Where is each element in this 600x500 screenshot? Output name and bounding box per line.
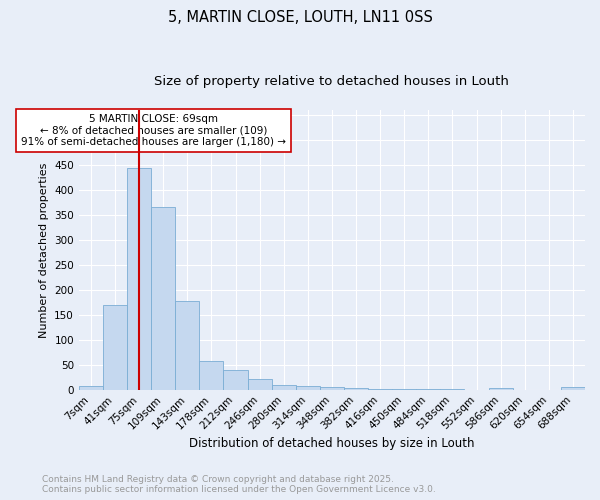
Bar — [272, 384, 296, 390]
Bar — [79, 386, 103, 390]
Y-axis label: Number of detached properties: Number of detached properties — [38, 162, 49, 338]
Bar — [416, 388, 440, 390]
Title: Size of property relative to detached houses in Louth: Size of property relative to detached ho… — [154, 75, 509, 88]
Text: 5, MARTIN CLOSE, LOUTH, LN11 0SS: 5, MARTIN CLOSE, LOUTH, LN11 0SS — [167, 10, 433, 25]
X-axis label: Distribution of detached houses by size in Louth: Distribution of detached houses by size … — [189, 437, 475, 450]
Bar — [320, 387, 344, 390]
Bar — [296, 386, 320, 390]
Bar — [175, 302, 199, 390]
Text: Contains HM Land Registry data © Crown copyright and database right 2025.
Contai: Contains HM Land Registry data © Crown c… — [42, 474, 436, 494]
Bar — [199, 362, 223, 390]
Bar — [248, 379, 272, 390]
Bar — [488, 388, 512, 390]
Bar — [127, 168, 151, 390]
Bar — [344, 388, 368, 390]
Bar — [223, 370, 248, 390]
Bar — [103, 305, 127, 390]
Bar — [561, 387, 585, 390]
Bar — [151, 208, 175, 390]
Text: 5 MARTIN CLOSE: 69sqm
← 8% of detached houses are smaller (109)
91% of semi-deta: 5 MARTIN CLOSE: 69sqm ← 8% of detached h… — [21, 114, 286, 147]
